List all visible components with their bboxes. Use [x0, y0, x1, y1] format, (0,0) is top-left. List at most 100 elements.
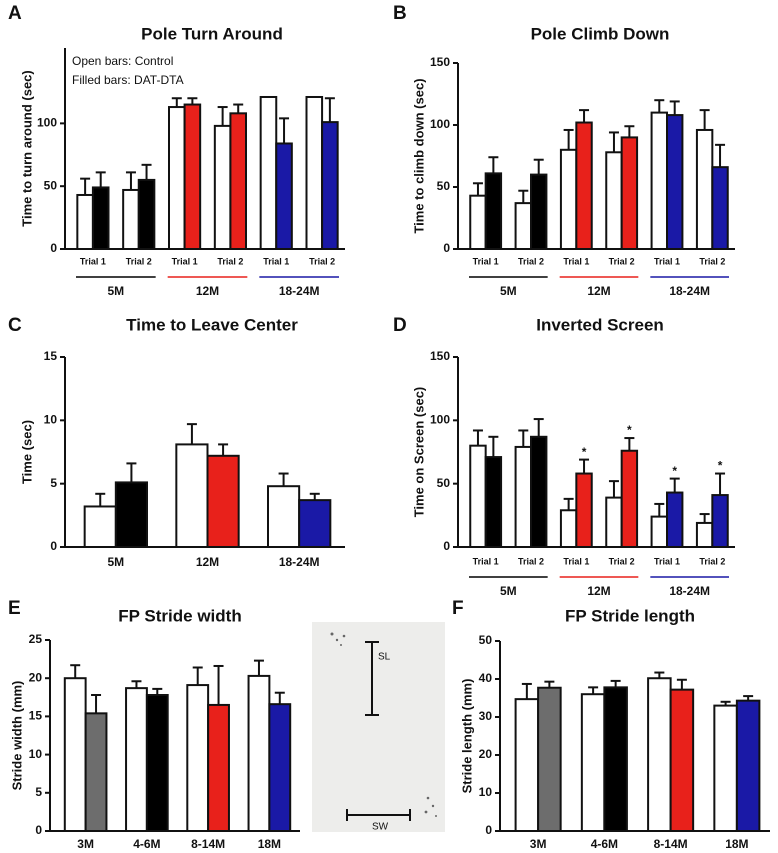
x-tick-label: Trial 1: [263, 256, 289, 266]
bar: [580, 693, 606, 833]
bar: [647, 677, 672, 832]
chart-title: FP Stride width: [118, 606, 241, 625]
significance-mark: *: [718, 459, 723, 473]
bar: [275, 142, 293, 251]
y-tick-label: 0: [35, 823, 42, 837]
y-tick-label: 20: [29, 670, 43, 684]
group-label: 12M: [587, 284, 610, 298]
group-label: 18-24M: [669, 284, 710, 298]
chart-title: Time to Leave Center: [126, 315, 298, 334]
y-tick-label: 50: [437, 179, 451, 193]
x-tick-label: Trial 1: [473, 556, 499, 566]
bar: [514, 698, 540, 833]
significance-mark: *: [627, 423, 632, 437]
x-tick-label: Trial 1: [473, 256, 499, 266]
x-tick-label: 8-14M: [654, 837, 688, 851]
group-label: 5M: [107, 284, 124, 298]
y-tick-label: 150: [430, 349, 450, 363]
bar: [114, 481, 149, 548]
y-axis-label: Stride length (mm): [459, 679, 474, 794]
bar: [321, 121, 339, 250]
bar: [213, 124, 232, 250]
chart-title: Inverted Screen: [536, 315, 664, 334]
bar: [229, 112, 248, 250]
bar: [537, 686, 562, 832]
x-tick-label: Trial 2: [699, 256, 725, 266]
panel-letter: E: [8, 598, 21, 619]
annotation: Open bars: Control: [72, 54, 173, 68]
bar: [605, 151, 623, 250]
y-tick-label: 15: [44, 349, 58, 363]
y-tick-label: 10: [479, 785, 493, 799]
significance-mark: *: [672, 464, 677, 478]
x-tick-label: 5M: [107, 555, 124, 569]
y-axis-label: Time to climb down (sec): [411, 78, 426, 233]
bar: [175, 443, 209, 548]
y-tick-label: 40: [479, 671, 493, 685]
x-tick-label: Trial 2: [518, 556, 544, 566]
x-tick-label: 4-6M: [133, 837, 160, 851]
bar: [559, 148, 578, 250]
x-tick-label: Trial 1: [654, 556, 680, 566]
bar: [530, 435, 548, 548]
bar: [620, 449, 639, 549]
x-tick-label: Trial 1: [654, 256, 680, 266]
bar: [514, 202, 533, 250]
bar: [575, 121, 593, 250]
bar: [305, 95, 324, 251]
bar: [484, 172, 503, 250]
footprint-image: [312, 622, 445, 832]
bar: [469, 444, 487, 548]
group-label: 18-24M: [279, 284, 320, 298]
x-tick-label: Trial 2: [126, 256, 152, 266]
y-tick-label: 0: [50, 539, 57, 553]
bar: [711, 166, 729, 250]
group-label: 12M: [196, 284, 219, 298]
x-tick-label: 4-6M: [591, 837, 618, 851]
bar: [695, 128, 714, 251]
group-label: 18-24M: [669, 584, 710, 598]
bar: [76, 193, 94, 250]
y-tick-label: 0: [443, 241, 450, 255]
bar: [63, 677, 87, 833]
y-tick-label: 10: [29, 747, 43, 761]
y-tick-label: 5: [50, 476, 57, 490]
panel-letter: A: [8, 3, 22, 24]
y-tick-label: 150: [430, 55, 450, 69]
x-tick-label: Trial 2: [609, 256, 635, 266]
bar: [207, 703, 230, 832]
x-tick-label: 8-14M: [191, 837, 225, 851]
x-tick-label: Trial 2: [309, 256, 335, 266]
bar: [575, 472, 593, 548]
y-tick-label: 100: [430, 413, 450, 427]
x-tick-label: Trial 2: [217, 256, 243, 266]
bar: [91, 186, 110, 251]
inset-label: SL: [378, 652, 391, 663]
x-tick-label: Trial 1: [80, 256, 106, 266]
bar: [666, 491, 684, 548]
y-tick-label: 20: [479, 747, 493, 761]
y-tick-label: 0: [485, 823, 492, 837]
bar: [620, 136, 639, 250]
bar: [186, 684, 210, 832]
y-tick-label: 30: [479, 709, 493, 723]
bar: [183, 103, 202, 250]
bar: [298, 499, 332, 548]
x-tick-label: 18M: [258, 837, 281, 851]
bar: [514, 445, 533, 548]
bar: [267, 485, 301, 549]
bar: [711, 494, 729, 549]
panel-letter: F: [452, 598, 464, 619]
chart-title: FP Stride length: [565, 606, 695, 625]
y-tick-label: 50: [479, 633, 493, 647]
bar: [247, 674, 271, 833]
bar: [559, 509, 578, 548]
x-tick-label: Trial 1: [172, 256, 198, 266]
bar: [168, 106, 186, 250]
stride-markers: [346, 641, 411, 821]
x-tick-label: Trial 1: [563, 556, 589, 566]
annotation: Filled bars: DAT-DTA: [72, 73, 184, 87]
y-tick-label: 10: [44, 413, 58, 427]
paw-prints: [330, 632, 437, 817]
panel-letter: C: [8, 315, 22, 336]
